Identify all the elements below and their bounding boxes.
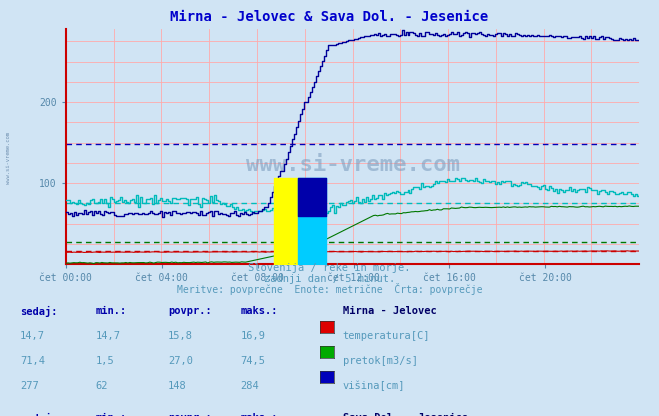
Text: 74,5: 74,5	[241, 356, 266, 366]
Text: 14,7: 14,7	[20, 331, 45, 341]
Text: pretok[m3/s]: pretok[m3/s]	[343, 356, 418, 366]
Text: sedaj:: sedaj:	[20, 413, 57, 416]
Text: 27,0: 27,0	[168, 356, 193, 366]
Text: 284: 284	[241, 381, 259, 391]
Text: Mirna - Jelovec: Mirna - Jelovec	[343, 306, 436, 316]
Text: www.si-vreme.com: www.si-vreme.com	[246, 156, 459, 176]
Text: maks.:: maks.:	[241, 306, 278, 316]
Text: 71,4: 71,4	[20, 356, 45, 366]
Text: Slovenija / reke in morje.: Slovenija / reke in morje.	[248, 263, 411, 273]
Text: 277: 277	[20, 381, 38, 391]
Text: povpr.:: povpr.:	[168, 306, 212, 316]
Text: 1,5: 1,5	[96, 356, 114, 366]
Text: Mirna - Jelovec & Sava Dol. - Jesenice: Mirna - Jelovec & Sava Dol. - Jesenice	[171, 10, 488, 25]
Text: 148: 148	[168, 381, 186, 391]
Text: www.si-vreme.com: www.si-vreme.com	[6, 132, 11, 184]
Text: maks.:: maks.:	[241, 413, 278, 416]
Text: sedaj:: sedaj:	[20, 306, 57, 317]
Text: Sava Dol. - Jesenice: Sava Dol. - Jesenice	[343, 413, 468, 416]
Text: 14,7: 14,7	[96, 331, 121, 341]
Text: zadnji dan / 5 minut.: zadnji dan / 5 minut.	[264, 274, 395, 284]
Text: min.:: min.:	[96, 413, 127, 416]
Text: 62: 62	[96, 381, 108, 391]
Text: Meritve: povprečne  Enote: metrične  Črta: povprečje: Meritve: povprečne Enote: metrične Črta:…	[177, 283, 482, 295]
Text: višina[cm]: višina[cm]	[343, 381, 405, 391]
Text: 16,9: 16,9	[241, 331, 266, 341]
Text: min.:: min.:	[96, 306, 127, 316]
Text: temperatura[C]: temperatura[C]	[343, 331, 430, 341]
Text: 15,8: 15,8	[168, 331, 193, 341]
Text: povpr.:: povpr.:	[168, 413, 212, 416]
